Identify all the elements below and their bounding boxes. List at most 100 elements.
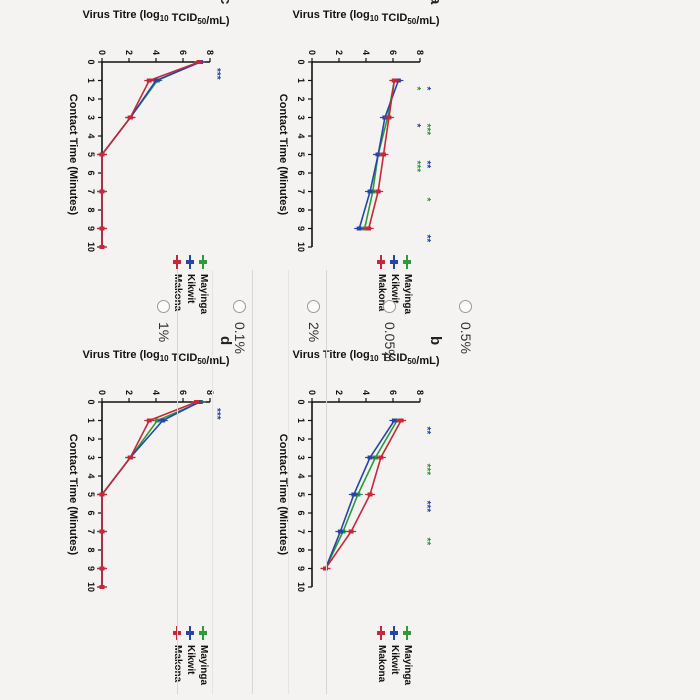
x-tick-label: 5 — [86, 492, 96, 497]
y-tick-label: 2 — [334, 50, 344, 55]
significance-marker: *** — [411, 161, 422, 173]
y-axis-label-part: Virus Titre (log — [292, 9, 369, 21]
x-tick-label: 6 — [86, 510, 96, 515]
answer-choices: 1% 0.1% 2% 0.05% 0.5% — [0, 270, 700, 694]
y-axis-label-part: TCID — [379, 12, 408, 24]
data-point — [367, 455, 373, 460]
significance-marker: * — [411, 87, 422, 91]
legend-swatch — [189, 255, 192, 269]
x-tick-label: 8 — [296, 207, 306, 212]
data-point — [127, 455, 133, 460]
data-point — [146, 418, 152, 423]
y-axis-label-part: TCID — [169, 352, 198, 364]
rotated-figure: a 0 2 4 6 8 0 1 2 3 4 5 6 7 8 9 10 Virus Titre (log10 TC… — [0, 0, 438, 700]
x-tick-label: 9 — [296, 566, 306, 571]
data-point — [99, 529, 105, 534]
x-tick-label: 7 — [296, 189, 306, 194]
x-tick-label: 6 — [86, 170, 96, 175]
y-tick-label: 8 — [415, 50, 425, 55]
significance-marker: *** — [421, 501, 432, 513]
choice-2[interactable]: 0.1% — [232, 300, 248, 354]
data-point — [386, 115, 392, 120]
significance-marker: * — [421, 87, 432, 91]
panel-c: c 0 2 4 6 8 0 1 2 3 4 5 6 7 8 9 10 Virus Titre (log10 TC… — [13, 0, 234, 314]
data-point — [196, 60, 202, 64]
radio-button[interactable] — [157, 300, 171, 313]
data-point — [160, 418, 166, 423]
radio-button[interactable] — [459, 300, 473, 313]
y-tick-label: 4 — [151, 390, 161, 395]
significance-marker: * — [421, 198, 432, 202]
data-point — [99, 245, 105, 249]
column-divider — [177, 270, 178, 694]
data-point — [356, 226, 362, 231]
y-tick-label: 0 — [97, 50, 107, 55]
y-tick-label: 6 — [388, 50, 398, 55]
panel-d: d 0 2 4 6 8 0 1 2 3 4 5 6 7 8 9 10 Virus Titre (log10 TC… — [13, 336, 234, 685]
choice-4[interactable]: 0.05% — [382, 300, 398, 362]
choice-3[interactable]: 2% — [306, 300, 322, 342]
x-axis-label: Contact Time (Minutes) — [67, 434, 79, 556]
panel-b: b 0 2 4 6 8 0 1 2 3 4 5 6 7 8 9 10 Virus Titre (log10 TC… — [223, 336, 444, 685]
x-tick-label: 4 — [86, 133, 96, 138]
choice-label: 1% — [156, 322, 172, 343]
x-tick-label: 3 — [86, 455, 96, 460]
legend-swatch — [176, 255, 179, 269]
y-tick-label: 4 — [151, 50, 161, 55]
y-axis-label-subscript: 10 — [160, 354, 169, 363]
y-axis-label-subscript: 10 — [160, 14, 169, 23]
data-point — [99, 226, 105, 231]
significance-marker: *** — [211, 68, 222, 80]
x-tick-label: 2 — [86, 96, 96, 101]
y-axis-label-subscript: 10 — [370, 354, 379, 363]
data-point — [127, 115, 133, 120]
x-tick-label: 10 — [86, 242, 96, 252]
x-tick-label: 10 — [296, 582, 306, 592]
data-point — [375, 152, 381, 157]
y-axis-label-part: /mL) — [416, 15, 440, 27]
significance-marker: *** — [421, 124, 432, 136]
radio-button[interactable] — [233, 300, 247, 313]
x-tick-label: 7 — [86, 529, 96, 534]
x-tick-label: 4 — [296, 473, 306, 478]
y-axis-label: Virus Titre (log10 TCID50/mL) — [292, 9, 439, 27]
data-point — [367, 492, 373, 497]
column-divider — [212, 270, 213, 694]
y-tick-label: 6 — [178, 390, 188, 395]
data-point — [99, 492, 105, 497]
y-axis-label-part: Virus Titre (log — [82, 349, 159, 361]
choice-label: 2% — [306, 322, 322, 343]
y-tick-label: 6 — [178, 50, 188, 55]
y-tick-label: 8 — [205, 390, 215, 395]
y-tick-label: 2 — [124, 50, 134, 55]
panel-letter-a: a — [427, 0, 444, 5]
y-tick-label: 0 — [307, 390, 317, 395]
choice-1[interactable]: 1% — [156, 300, 172, 342]
x-tick-label: 2 — [296, 436, 306, 441]
choice-label: 0.05% — [382, 322, 398, 362]
x-axis-label: Contact Time (Minutes) — [277, 94, 289, 216]
radio-button[interactable] — [383, 300, 397, 313]
x-tick-label: 5 — [296, 492, 306, 497]
x-axis-label: Contact Time (Minutes) — [67, 94, 79, 216]
data-point — [348, 529, 354, 534]
y-tick-label: 0 — [97, 390, 107, 395]
x-tick-label: 6 — [296, 170, 306, 175]
y-axis-label: Virus Titre (log10 TCID50/mL) — [292, 349, 439, 367]
data-point — [391, 78, 397, 83]
y-axis-label-subscript: 50 — [197, 357, 206, 366]
x-tick-label: 2 — [86, 436, 96, 441]
choice-5[interactable]: 0.5% — [458, 300, 474, 354]
x-tick-label: 0 — [86, 399, 96, 404]
x-tick-label: 8 — [296, 547, 306, 552]
y-axis-label-subscript: 10 — [370, 14, 379, 23]
x-tick-label: 4 — [296, 133, 306, 138]
x-tick-label: 0 — [86, 59, 96, 64]
data-point — [351, 492, 357, 497]
x-tick-label: 5 — [86, 152, 96, 157]
data-point — [366, 226, 372, 231]
data-point — [154, 418, 160, 423]
radio-button[interactable] — [307, 300, 321, 313]
